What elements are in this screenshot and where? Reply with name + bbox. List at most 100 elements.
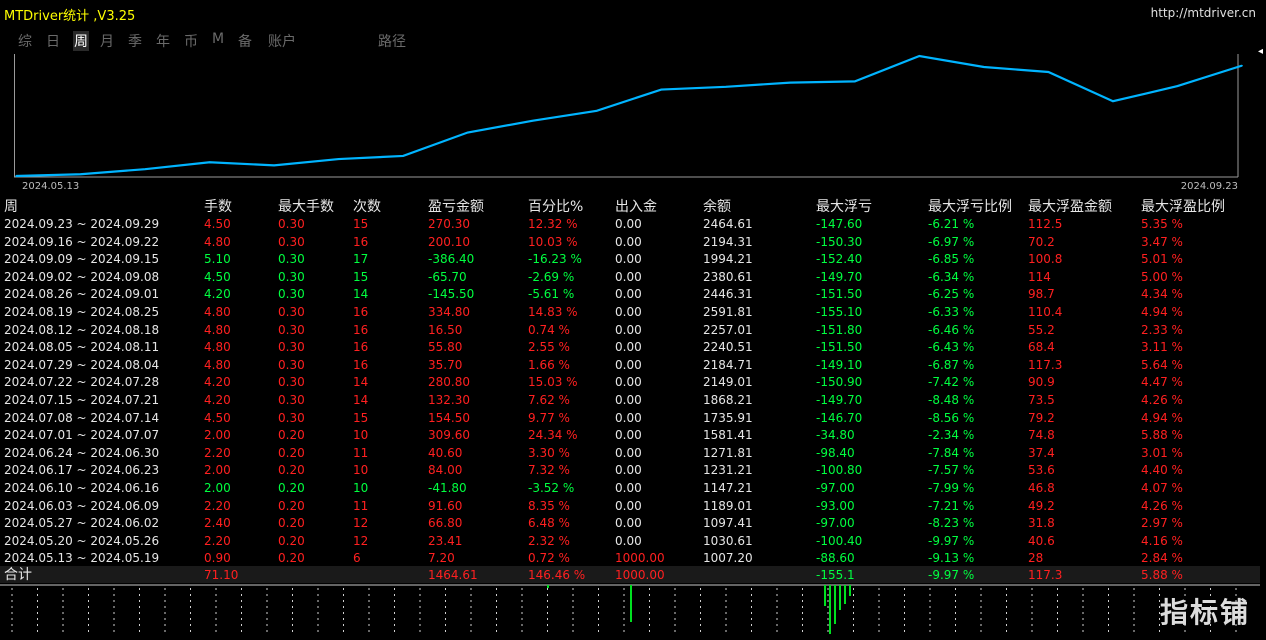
indicator-svg (0, 584, 1260, 636)
table-row[interactable]: 2024.08.12 ~ 2024.08.18 4.80 0.30 16 16.50 0.… (0, 322, 1260, 340)
balance-chart: 2024.05.13 2024.09.23 (14, 54, 1258, 192)
cell-balance: 1189.01 (703, 498, 753, 513)
header-max-float-loss-pct[interactable]: 最大浮亏比例 (928, 199, 1012, 215)
table-row[interactable]: 2024.07.01 ~ 2024.07.07 2.00 0.20 10 309.60 2… (0, 427, 1260, 445)
cell-count: 15 (353, 269, 369, 284)
cell-max-float-profit-pct: 5.88 % (1141, 428, 1183, 443)
table-row[interactable]: 2024.06.10 ~ 2024.06.16 2.00 0.20 10 -41.80 -… (0, 480, 1260, 498)
balance-point (918, 55, 921, 57)
cell-max-float-loss: -100.40 (816, 533, 863, 548)
cell-percent: 15.03 % (528, 375, 578, 390)
cell-deposit: 0.00 (615, 445, 642, 460)
tab-8[interactable]: 备 (238, 34, 252, 50)
cell-max-float-loss-pct: -7.21 % (928, 498, 975, 513)
cell-max-float-loss-pct: -8.56 % (928, 410, 975, 425)
balance-point (79, 173, 82, 176)
website-link[interactable]: http://mtdriver.cn (1150, 6, 1256, 20)
table-row[interactable]: 2024.08.26 ~ 2024.09.01 4.20 0.30 14 -145.50… (0, 286, 1260, 304)
cell-max-float-profit-pct: 2.84 % (1141, 551, 1183, 566)
cell-deposit: 0.00 (615, 375, 642, 390)
cell-count: 14 (353, 287, 369, 302)
tab-0[interactable]: 综 (18, 34, 32, 50)
cell-max-lots: 0.20 (278, 463, 305, 478)
header-percent[interactable]: 百分比% (528, 199, 584, 215)
tab-9[interactable]: 账户 (268, 34, 296, 50)
tab-6[interactable]: 币 (184, 34, 198, 50)
cell-max-float-profit-pct: 2.97 % (1141, 516, 1183, 531)
cell-lots: 4.80 (204, 305, 231, 319)
balance-point (983, 66, 985, 68)
header-max-float-loss[interactable]: 最大浮亏 (816, 199, 872, 215)
header-count[interactable]: 次数 (353, 199, 381, 215)
cell-max-float-loss: -149.70 (816, 269, 863, 284)
header-lots[interactable]: 手数 (204, 199, 232, 215)
table-row[interactable]: 2024.09.16 ~ 2024.09.22 4.80 0.30 16 200.10 1… (0, 234, 1260, 252)
cell-count: 16 (353, 305, 369, 319)
table-row[interactable]: 2024.05.13 ~ 2024.05.19 0.90 0.20 6 7.20 0.72… (0, 550, 1260, 568)
cell-pnl: -386.40 (428, 252, 475, 267)
table-row[interactable]: 2024.07.22 ~ 2024.07.28 4.20 0.30 14 280.80 1… (0, 374, 1260, 392)
cell-max-lots: 0.30 (278, 234, 305, 249)
cell-count: 12 (353, 516, 369, 531)
cell-percent: 24.34 % (528, 428, 578, 443)
cell-max-lots: 0.30 (278, 252, 305, 267)
table-row[interactable]: 2024.09.09 ~ 2024.09.15 5.10 0.30 17 -386.40… (0, 251, 1260, 269)
tab-2[interactable]: 周 (73, 31, 89, 51)
table-row[interactable]: 2024.07.15 ~ 2024.07.21 4.20 0.30 14 132.30 7… (0, 392, 1260, 410)
table-row[interactable]: 2024.09.23 ~ 2024.09.29 4.50 0.30 15 270.30 1… (0, 216, 1260, 234)
cell-percent: 12.32 % (528, 217, 578, 231)
balance-point (402, 155, 404, 157)
cell-max-float-loss: -98.40 (816, 445, 855, 460)
cell-max-float-profit: 114 (1028, 269, 1051, 284)
cell-lots: 4.20 (204, 287, 231, 302)
cell-count: 6 (353, 551, 361, 566)
table-row[interactable]: 2024.06.24 ~ 2024.06.30 2.20 0.20 11 40.60 3.… (0, 445, 1260, 463)
table-row[interactable]: 2024.08.19 ~ 2024.08.25 4.80 0.30 16 334.80 1… (0, 304, 1260, 322)
balance-point (208, 161, 211, 164)
table-row[interactable]: 2024.07.29 ~ 2024.08.04 4.80 0.30 16 35.70 1.… (0, 357, 1260, 375)
table-row[interactable]: 2024.09.02 ~ 2024.09.08 4.50 0.30 15 -65.70 -… (0, 269, 1260, 287)
cell-max-lots: 0.30 (278, 410, 305, 425)
cell-percent: 10.03 % (528, 234, 578, 249)
cell-max-float-profit-pct: 4.26 % (1141, 498, 1183, 513)
table-row[interactable]: 2024.08.05 ~ 2024.08.11 4.80 0.30 16 55.80 2.… (0, 339, 1260, 357)
header-pnl[interactable]: 盈亏金额 (428, 199, 484, 215)
header-max-lots[interactable]: 最大手数 (278, 199, 334, 215)
cell-max-float-profit: 73.5 (1028, 393, 1055, 407)
table-row[interactable]: 2024.05.20 ~ 2024.05.26 2.20 0.20 12 23.41 2.… (0, 533, 1260, 551)
x-end-label: 2024.09.23 (1181, 181, 1238, 192)
tab-7[interactable]: M (212, 31, 225, 47)
tab-3[interactable]: 月 (100, 34, 114, 50)
tab-1[interactable]: 日 (46, 34, 60, 50)
cell-max-float-loss: -151.50 (816, 340, 863, 355)
cell-balance: 1581.41 (703, 428, 753, 443)
cell-count: 11 (353, 498, 369, 513)
tab-5[interactable]: 年 (156, 34, 170, 50)
tab-4[interactable]: 季 (128, 34, 142, 50)
cell-count: 15 (353, 217, 369, 231)
balance-point (531, 120, 534, 122)
table-row[interactable]: 2024.05.27 ~ 2024.06.02 2.40 0.20 12 66.80 6.… (0, 515, 1260, 533)
cell-pnl: 66.80 (428, 516, 463, 531)
header-week[interactable]: 周 (4, 199, 18, 215)
cell-max-lots: 0.30 (278, 340, 305, 355)
cell-lots: 4.80 (204, 340, 231, 355)
scroll-arrow-icon[interactable]: ◂ (1258, 46, 1264, 57)
table-row[interactable]: 2024.07.08 ~ 2024.07.14 4.50 0.30 15 154.50 9… (0, 410, 1260, 428)
cell-week: 2024.08.05 ~ 2024.08.11 (4, 340, 160, 355)
cell-week: 2024.08.12 ~ 2024.08.18 (4, 322, 160, 337)
balance-chart-svg: 2024.05.13 2024.09.23 (14, 54, 1243, 192)
header-deposit[interactable]: 出入金 (615, 199, 657, 215)
tab-10[interactable]: 路径 (378, 34, 406, 50)
cell-lots: 4.20 (204, 375, 231, 390)
cell-count: 10 (353, 481, 369, 495)
table-row[interactable]: 2024.06.03 ~ 2024.06.09 2.20 0.20 11 91.60 8.… (0, 498, 1260, 516)
cell-max-lots: 0.20 (278, 428, 305, 443)
header-balance[interactable]: 余额 (703, 199, 731, 215)
table-row[interactable]: 2024.06.17 ~ 2024.06.23 2.00 0.20 10 84.00 7.… (0, 462, 1260, 480)
indicator-panel: 指标铺 (0, 584, 1266, 637)
header-max-float-profit-pct[interactable]: 最大浮盈比例 (1141, 199, 1225, 215)
header-max-float-profit[interactable]: 最大浮盈金额 (1028, 199, 1112, 215)
cell-week: 2024.08.19 ~ 2024.08.25 (4, 305, 160, 319)
cell-max-lots: 0.30 (278, 217, 305, 231)
